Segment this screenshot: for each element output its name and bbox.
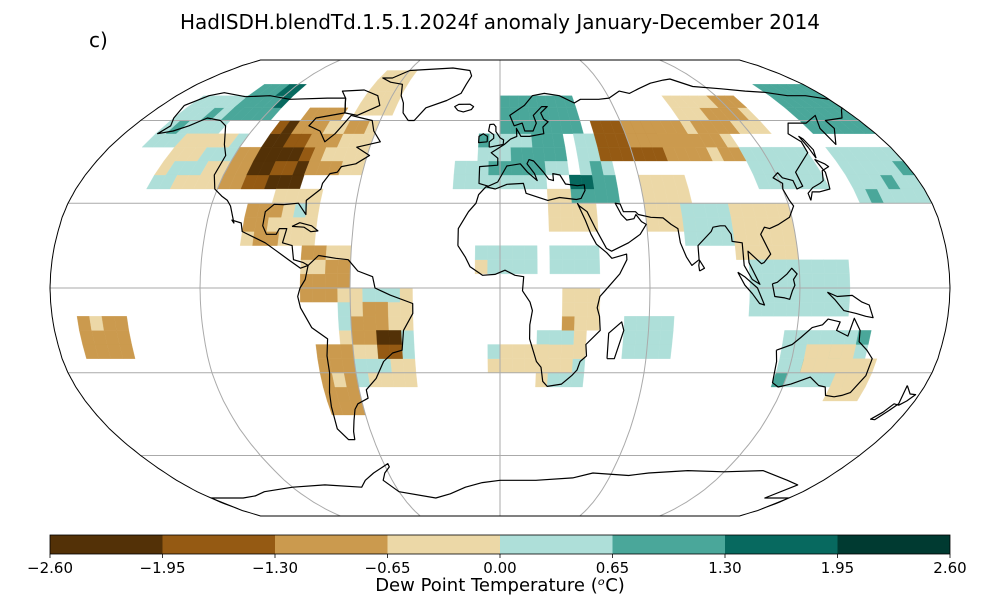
coastline-sumatra (737, 271, 766, 306)
graticule (50, 60, 950, 516)
colorbar-tick-label: −2.60 (27, 559, 73, 577)
anomaly-cell (114, 316, 129, 331)
anomaly-cell (536, 344, 550, 359)
anomaly-cell (724, 95, 748, 108)
colorbar-bin (837, 535, 950, 554)
coastline-cuba (291, 222, 319, 233)
coastline-borneo (771, 267, 798, 300)
colorbar-bin (725, 535, 838, 554)
map-title: HadISDH.blendTd.1.5.1.2024f anomaly Janu… (179, 10, 821, 34)
coastlines (157, 67, 917, 510)
anomaly-cell (835, 259, 850, 275)
colorbar-tick-label: −1.30 (252, 559, 298, 577)
panel-label: c) (89, 28, 108, 52)
coastline-new-guinea (826, 291, 874, 319)
coastline-japan (807, 159, 831, 201)
anomaly-cell (388, 330, 402, 345)
colorbar-bin (50, 535, 163, 554)
colorbar-tick-label: 0.65 (595, 559, 630, 577)
colorbar-bin (612, 535, 725, 554)
coastline-madagascar (606, 321, 625, 360)
coastline-ireland (478, 133, 488, 144)
coastline-africa-eurasia (457, 78, 843, 387)
coastline-sakhalin (798, 135, 817, 159)
coastline-north-america (157, 92, 381, 269)
coastline-iceland (454, 103, 475, 113)
map-boundary (49, 59, 951, 517)
colorbar-bin (275, 535, 388, 554)
colorbar-tick-label: −0.65 (364, 559, 411, 577)
colorbar-tick-label: 0.00 (483, 559, 517, 577)
colorbar-tick-label: 1.30 (708, 559, 742, 577)
colorbar-bin (387, 535, 500, 554)
colorbar-bin (162, 535, 275, 554)
coastline-baffin (341, 89, 381, 117)
colorbar-tick-label: 2.60 (933, 559, 967, 577)
coastline-australia (771, 317, 873, 398)
colorbar-tick-label: 1.95 (820, 559, 855, 577)
coastline-south-america (297, 254, 414, 441)
anomaly-cell (524, 245, 538, 260)
coastline-antarctica (210, 463, 799, 510)
colorbar-tick-label: −1.95 (139, 559, 186, 577)
anomaly-cell (375, 301, 389, 317)
anomaly-grid-cells (76, 70, 933, 416)
colorbar-label: Dew Point Temperature (ᵒC) (375, 575, 625, 596)
anomaly-cell (660, 316, 675, 331)
anomaly-cell (672, 174, 689, 190)
coastline-greenland (382, 67, 473, 122)
coastline-sri-lanka (698, 259, 706, 272)
coastline-new-zealand (869, 385, 917, 421)
coastline-great-britain (488, 123, 505, 148)
colorbar-bin (500, 535, 613, 554)
